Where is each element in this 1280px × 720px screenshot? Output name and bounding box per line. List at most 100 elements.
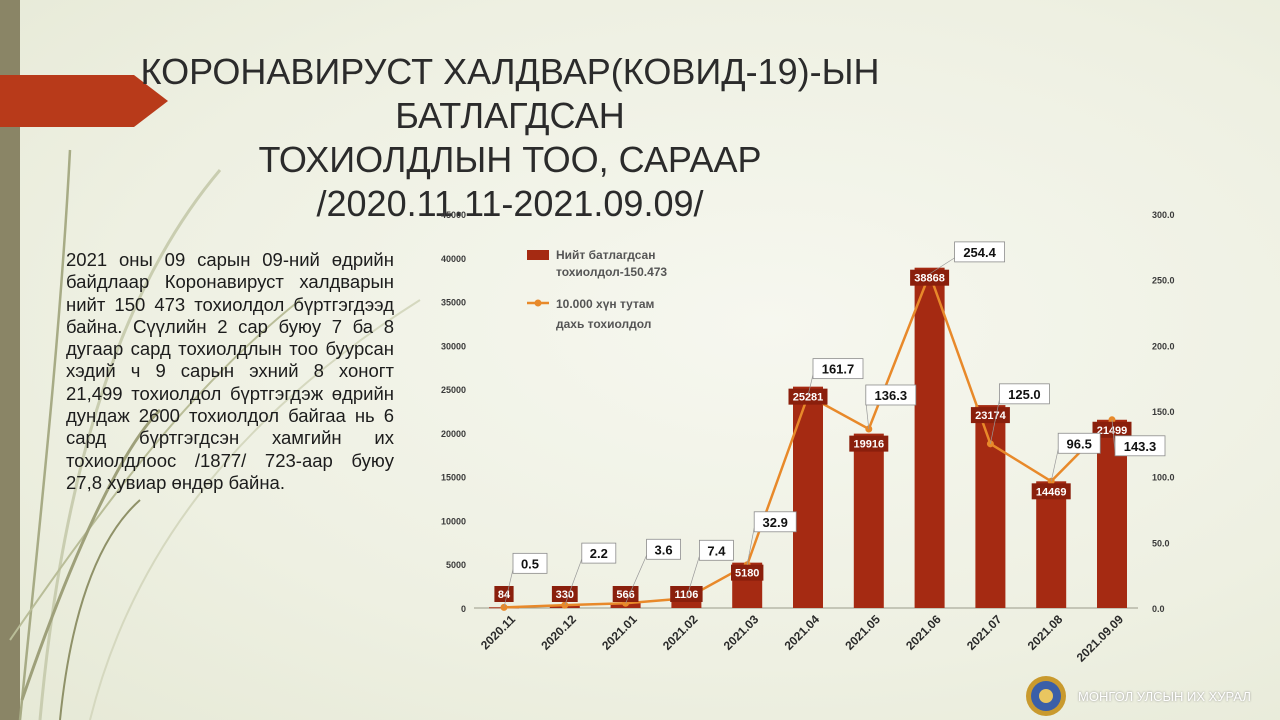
bar [1036, 481, 1067, 608]
line-label-leader [1111, 419, 1116, 452]
bar-label-box [1031, 483, 1071, 500]
y-right-tick-label: 100.0 [1152, 473, 1175, 483]
line-label-leader [746, 527, 755, 565]
y-right-tick-label: 50.0 [1152, 538, 1170, 548]
bar-value-label: 330 [556, 589, 574, 601]
bar-value-label: 566 [616, 589, 634, 601]
x-tick-label: 2021.09.09 [1074, 612, 1127, 665]
bar-value-label: 14469 [1036, 486, 1067, 498]
line-label-leader [503, 569, 514, 608]
line-label-box [865, 384, 917, 406]
line-label-box [581, 542, 617, 564]
title-line-3: /2020.11.11-2021.09.09/ [316, 183, 704, 224]
bar-label-box [1092, 421, 1132, 438]
x-tick-label: 2020.11 [478, 612, 518, 652]
line-label-box [812, 358, 864, 380]
x-tick-label: 2021.02 [660, 612, 701, 653]
line-label-leader [1050, 449, 1059, 482]
bar-label-box [612, 586, 639, 602]
x-tick-label: 2021.03 [721, 612, 762, 653]
y-left-tick-label: 20000 [441, 429, 466, 439]
bar-label-box [910, 269, 950, 286]
organization-name: МОНГОЛ УЛСЫН ИХ ХУРАЛ [1078, 689, 1251, 704]
bar-value-label: 1106 [674, 589, 698, 601]
line-value-label: 96.5 [1067, 436, 1092, 451]
bar-value-label: 84 [498, 589, 511, 601]
bar-value-label: 23174 [975, 410, 1006, 422]
y-left-tick-label: 0 [461, 604, 466, 614]
y-right-tick-label: 0.0 [1152, 604, 1165, 614]
legend-bar-label-line1: Нийт батлагдсан [556, 248, 655, 262]
legend-line-label-line2: дахь тохиолдол [556, 317, 651, 331]
legend-bar-label-line2: тохиолдол-150.473 [556, 265, 667, 279]
bar-value-label: 25281 [793, 392, 824, 404]
line-label-leader [807, 374, 814, 396]
y-right-tick-label: 300.0 [1152, 210, 1175, 220]
y-left-tick-label: 40000 [441, 254, 466, 264]
line-value-label: 2.2 [590, 546, 608, 561]
line-value-label: 254.4 [963, 245, 996, 260]
line-label-leader [929, 257, 955, 275]
line-value-label: 32.9 [763, 515, 788, 530]
y-left-tick-label: 25000 [441, 385, 466, 395]
x-tick-label: 2021.07 [964, 612, 1005, 653]
bar-value-label: 38868 [914, 273, 945, 285]
x-tick-label: 2021.01 [599, 612, 640, 653]
bar-label-box [670, 586, 703, 602]
x-tick-label: 2021.05 [842, 612, 883, 653]
legend-line-label-line1: 10.000 хүн тутам [556, 297, 655, 311]
bar-label-box [494, 586, 514, 602]
bar [914, 267, 945, 608]
legend-bar-swatch [527, 250, 549, 260]
line-value-label: 125.0 [1008, 387, 1041, 402]
slide-title: КОРОНАВИРУСТ ХАЛДВАР(КОВИД-19)-ЫН БАТЛАГ… [130, 50, 890, 226]
red-arrow-banner [0, 75, 168, 127]
line-label-leader [686, 556, 700, 599]
line-label-box [646, 538, 681, 560]
bar-label-box [849, 435, 889, 452]
line-label-box [954, 241, 1005, 263]
x-tick-label: 2021.06 [903, 612, 944, 653]
line-label-leader [990, 399, 1000, 444]
bar [975, 405, 1006, 608]
description-paragraph: 2021 оны 09 сарын 09-ний өдрийн байдлаар… [66, 249, 394, 493]
line-value-label: 136.3 [875, 388, 908, 403]
line-value-label: 143.3 [1124, 439, 1157, 454]
legend-line-marker [534, 299, 542, 307]
decorative-grass [9, 149, 421, 720]
y-right-tick-label: 200.0 [1152, 341, 1175, 351]
bar-value-label: 5180 [735, 568, 759, 580]
y-left-tick-label: 30000 [441, 341, 466, 351]
title-line-1: КОРОНАВИРУСТ ХАЛДВАР(КОВИД-19)-ЫН БАТЛАГ… [140, 51, 880, 136]
x-tick-label: 2021.04 [782, 612, 823, 653]
line-label-box [512, 552, 548, 574]
y-left-tick-label: 15000 [441, 473, 466, 483]
y-left-tick-label: 5000 [446, 560, 466, 570]
y-left-tick-label: 35000 [441, 298, 466, 308]
left-decorative-stripe [0, 0, 20, 720]
line-label-box [1114, 435, 1166, 457]
bar-label-box [970, 407, 1010, 424]
y-right-tick-label: 150.0 [1152, 407, 1175, 417]
line-label-box [999, 383, 1050, 405]
x-tick-label: 2020.12 [538, 612, 579, 653]
line-label-box [699, 539, 734, 561]
parliament-emblem-icon [1026, 676, 1066, 716]
line-label-leader [865, 400, 870, 430]
line-value-label: 3.6 [655, 542, 673, 557]
line-value-label: 0.5 [521, 556, 539, 571]
bar-label-box [731, 564, 764, 581]
line-value-label: 7.4 [707, 543, 726, 558]
x-tick-label: 2021.08 [1025, 612, 1066, 653]
y-right-tick-label: 250.0 [1152, 276, 1175, 286]
y-left-tick-label: 10000 [441, 516, 466, 526]
line-value-label: 161.7 [822, 362, 855, 377]
line-label-leader [625, 555, 647, 604]
line-label-leader [564, 558, 583, 606]
bar-value-label: 21499 [1097, 425, 1128, 437]
bar [671, 598, 702, 608]
line-label-box [753, 511, 797, 533]
line-label-box [1057, 432, 1101, 454]
bar-value-label: 19916 [854, 439, 885, 451]
